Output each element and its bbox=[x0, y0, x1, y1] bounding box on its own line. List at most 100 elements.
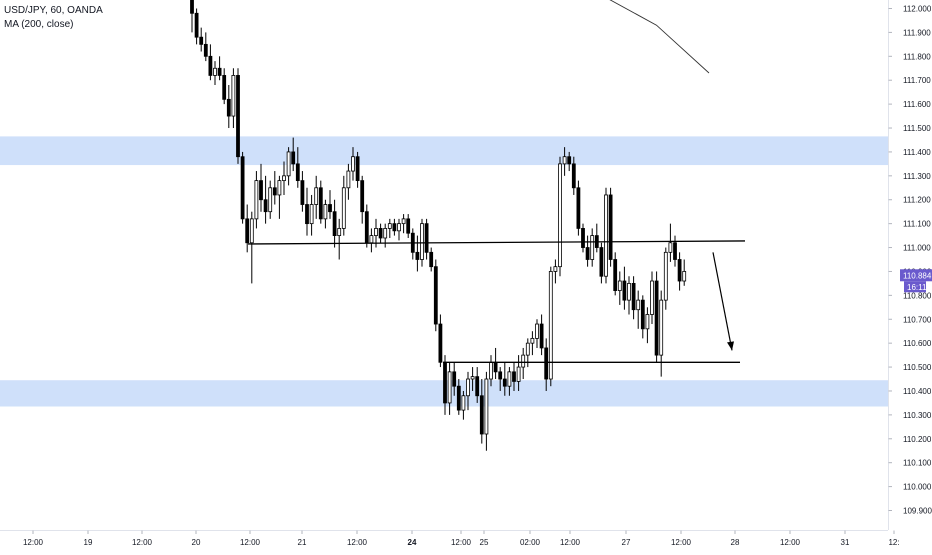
candle bbox=[227, 85, 230, 128]
candle bbox=[577, 181, 580, 236]
chart-legend: USD/JPY, 60, OANDA MA (200, close) bbox=[4, 4, 103, 32]
candle bbox=[246, 205, 249, 253]
candle bbox=[434, 260, 437, 332]
price-tick-label: 111.100 bbox=[903, 220, 931, 229]
price-tick-label: 110.200 bbox=[903, 435, 932, 444]
candle bbox=[614, 252, 617, 295]
price-tick-label: 110.800 bbox=[903, 291, 932, 300]
time-tick-label: 02:00 bbox=[520, 538, 541, 547]
candle bbox=[301, 171, 304, 212]
price-tick-label: 111.900 bbox=[903, 28, 931, 37]
projection-arrow-head bbox=[727, 341, 734, 350]
candle bbox=[338, 219, 341, 260]
price-tick-label: 111.800 bbox=[903, 52, 931, 61]
candle bbox=[195, 9, 198, 45]
price-tick-label: 110.500 bbox=[903, 363, 932, 372]
candle bbox=[641, 295, 644, 338]
candle bbox=[365, 205, 368, 248]
candle bbox=[342, 176, 345, 236]
candle bbox=[416, 236, 419, 272]
candle bbox=[241, 152, 244, 224]
candle bbox=[283, 161, 286, 194]
candle bbox=[356, 152, 359, 188]
candle bbox=[191, 0, 194, 32]
candle bbox=[384, 224, 387, 248]
price-tick-label: 111.700 bbox=[903, 76, 931, 85]
time-tick-label: 12:00 bbox=[347, 538, 368, 547]
price-tick-label: 110.000 bbox=[903, 483, 932, 492]
candle bbox=[678, 252, 681, 290]
candle bbox=[232, 68, 235, 128]
candle bbox=[674, 236, 677, 267]
candle bbox=[448, 362, 451, 415]
candle bbox=[609, 188, 612, 267]
candle bbox=[250, 212, 253, 284]
moving-average-line bbox=[604, 0, 709, 73]
candle bbox=[324, 200, 327, 229]
candle bbox=[287, 147, 290, 185]
candle bbox=[485, 372, 488, 451]
price-tick-label: 111.300 bbox=[903, 172, 931, 181]
symbol-title[interactable]: USD/JPY, 60, OANDA bbox=[4, 4, 103, 18]
drawing-overlays bbox=[248, 0, 745, 362]
time-tick-label: 12:00 bbox=[240, 538, 261, 547]
candle bbox=[402, 214, 405, 233]
last-price-label: 110.884 bbox=[903, 271, 932, 280]
candle bbox=[430, 248, 433, 272]
time-tick-label: 12:00 bbox=[132, 538, 153, 547]
candle bbox=[637, 291, 640, 329]
candle bbox=[361, 176, 364, 224]
candle bbox=[347, 164, 350, 200]
price-tick-label: 111.500 bbox=[903, 124, 931, 133]
price-tick-label: 110.600 bbox=[903, 339, 932, 348]
candle bbox=[669, 224, 672, 262]
candle bbox=[319, 181, 322, 224]
candle bbox=[439, 314, 442, 367]
candle bbox=[425, 219, 428, 260]
candle bbox=[237, 68, 240, 164]
candle bbox=[586, 236, 589, 267]
candle bbox=[269, 181, 272, 219]
candle bbox=[651, 271, 654, 324]
candle bbox=[618, 271, 621, 304]
candle bbox=[333, 200, 336, 248]
candle bbox=[582, 224, 585, 253]
price-tick-label: 110.700 bbox=[903, 315, 932, 324]
candle bbox=[260, 164, 263, 212]
time-tick-label: 12:00 bbox=[23, 538, 44, 547]
candle bbox=[255, 171, 258, 228]
projection-arrow bbox=[713, 252, 732, 350]
time-tick-label: 21 bbox=[298, 538, 307, 547]
indicator-label[interactable]: MA (200, close) bbox=[4, 18, 103, 32]
candle bbox=[388, 219, 391, 238]
candle bbox=[218, 56, 221, 80]
candle bbox=[370, 228, 373, 252]
price-tick-label: 110.100 bbox=[903, 459, 932, 468]
candle bbox=[398, 219, 401, 241]
candle bbox=[204, 32, 207, 61]
candle bbox=[549, 267, 552, 387]
price-tick-label: 111.200 bbox=[903, 196, 931, 205]
candle bbox=[522, 348, 525, 379]
candle bbox=[209, 44, 212, 80]
candle bbox=[623, 267, 626, 310]
last-price-badge: 110.884 16:11 bbox=[900, 269, 932, 292]
candle bbox=[540, 314, 543, 355]
time-tick-label: 24 bbox=[408, 538, 417, 547]
candle bbox=[315, 176, 318, 219]
candle bbox=[278, 176, 281, 219]
candle bbox=[264, 176, 267, 224]
price-tick-label: 111.400 bbox=[903, 148, 931, 157]
time-tick-label: 28 bbox=[731, 538, 740, 547]
candle bbox=[559, 157, 562, 277]
time-tick-label: 12:00 bbox=[560, 538, 581, 547]
zone-0 bbox=[0, 136, 888, 165]
candle bbox=[628, 276, 631, 314]
candle bbox=[595, 224, 598, 253]
time-tick-label: 19 bbox=[84, 538, 93, 547]
price-axis[interactable]: 112.000111.900111.800111.700111.600111.5… bbox=[889, 0, 932, 530]
price-tick-label: 111.600 bbox=[903, 100, 931, 109]
